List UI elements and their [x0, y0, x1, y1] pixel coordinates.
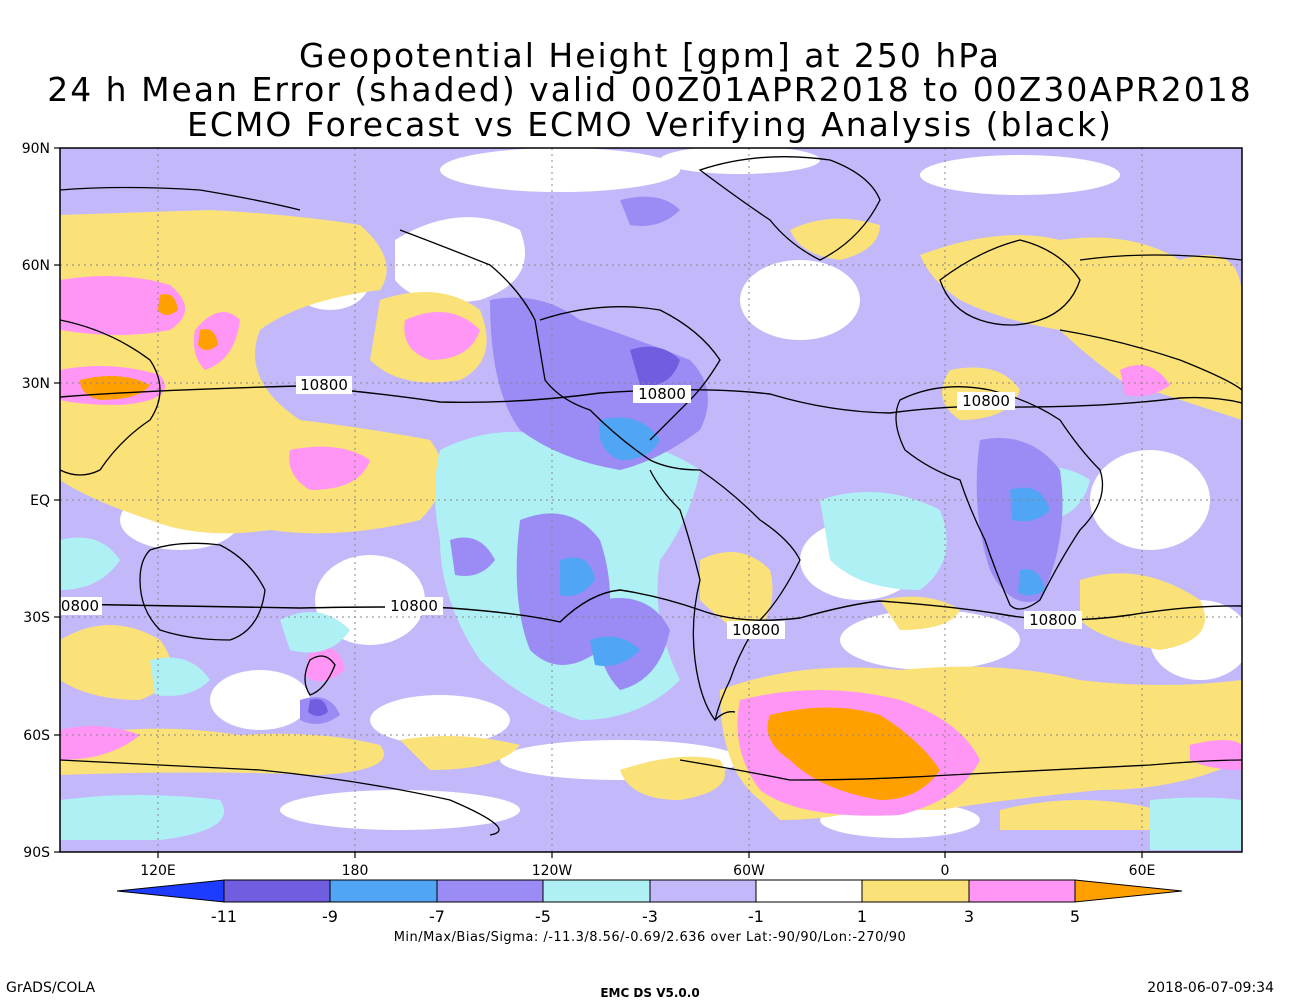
lat-label: 30N: [22, 376, 50, 392]
colorbar-swatch: [861, 879, 970, 903]
lon-label: 120E: [140, 863, 176, 879]
lat-label: 60S: [23, 728, 50, 744]
latitude-axis: [54, 147, 60, 853]
contour-label: 0800: [60, 597, 102, 615]
colorbar-swatch: [542, 879, 651, 903]
longitude-labels: 120E 180 120W 60W 0 60E: [140, 863, 1155, 879]
contour-labels: 10800 10800 10800 0800 10800 10800 10800: [60, 376, 1082, 639]
colorbar-swatch: [1074, 879, 1183, 903]
lon-label: 120W: [532, 863, 573, 879]
latitude-labels: 90N 60N 30N EQ 30S 60S 90S: [22, 141, 50, 861]
map-title-line2: 24 h Mean Error (shaded) valid 00Z01APR2…: [47, 70, 1253, 109]
colorbar: [116, 879, 1183, 903]
footer-timestamp: 2018-06-07-09:34: [1147, 980, 1274, 996]
colorbar-tick-label: -5: [535, 907, 551, 926]
contour-label: 10800: [1024, 611, 1082, 629]
svg-text:10800: 10800: [1029, 611, 1077, 629]
colorbar-swatch: [223, 879, 331, 903]
lat-label: EQ: [30, 493, 50, 509]
colorbar-swatch: [329, 879, 438, 903]
colorbar-tick-label: -9: [322, 907, 338, 926]
coastlines: [60, 156, 1242, 836]
contour-label: 10800: [296, 376, 352, 394]
shaded-error-field: [60, 148, 1242, 852]
svg-text:10800: 10800: [638, 385, 686, 403]
lat-label: 90S: [23, 845, 50, 861]
lon-label: 60E: [1129, 863, 1156, 879]
map-title-line3: ECMO Forecast vs ECMO Verifying Analysis…: [187, 105, 1113, 144]
colorbar-tick-label: 5: [1070, 907, 1080, 926]
colorbar-swatch: [436, 879, 544, 903]
colorbar-swatch: [649, 879, 757, 903]
colorbar-tick-label: -11: [211, 907, 237, 926]
svg-text:10800: 10800: [962, 392, 1010, 410]
footer-software: GrADS/COLA: [6, 980, 96, 996]
lon-label: 180: [342, 863, 369, 879]
lat-label: 90N: [22, 141, 50, 157]
colorbar-swatch: [755, 879, 863, 903]
colorbar-tick-label: -3: [642, 907, 658, 926]
contour-label: 10800: [633, 385, 691, 403]
svg-text:10800: 10800: [300, 376, 348, 394]
svg-text:10800: 10800: [732, 621, 780, 639]
colorbar-tick-labels: -11 -9 -7 -5 -3 -1 1 3 5: [211, 907, 1080, 926]
lat-label: 30S: [23, 610, 50, 626]
colorbar-swatch: [968, 879, 1076, 903]
contour-label: 10800: [385, 597, 443, 615]
longitude-axis: [157, 852, 1143, 858]
colorbar-swatch: [116, 879, 225, 903]
contour-label: 10800: [957, 392, 1015, 410]
colorbar-tick-label: -1: [748, 907, 764, 926]
colorbar-tick-label: 1: [857, 907, 867, 926]
svg-text:10800: 10800: [390, 597, 438, 615]
footer-version: EMC DS V5.0.0: [600, 986, 700, 1000]
svg-text:0800: 0800: [61, 597, 99, 615]
colorbar-tick-label: -7: [429, 907, 445, 926]
lon-label: 0: [941, 863, 950, 879]
lon-label: 60W: [733, 863, 765, 879]
lat-label: 60N: [22, 258, 50, 274]
contour-label: 10800: [727, 621, 785, 639]
statistics-line: Min/Max/Bias/Sigma: /-11.3/8.56/-0.69/2.…: [393, 930, 907, 945]
map-title-line1: Geopotential Height [gpm] at 250 hPa: [299, 36, 1001, 75]
colorbar-tick-label: 3: [964, 907, 974, 926]
